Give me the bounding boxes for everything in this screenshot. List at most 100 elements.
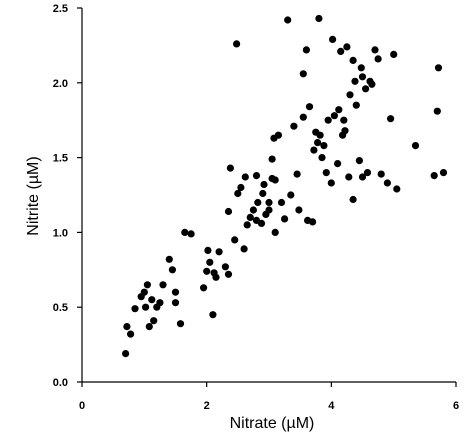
data-point <box>335 106 343 114</box>
data-point <box>206 258 214 266</box>
data-point <box>345 173 353 181</box>
data-point <box>320 142 328 150</box>
data-point <box>310 146 318 154</box>
ticks: 0.0 0.5 1.0 1.5 2.0 2.5 0 2 4 6 <box>53 3 459 412</box>
data-point <box>371 46 379 54</box>
data-point <box>212 273 220 281</box>
data-point <box>209 311 217 319</box>
y-tick-label: 2.0 <box>53 78 68 90</box>
data-point <box>393 185 401 193</box>
data-point <box>237 183 245 192</box>
data-point <box>131 305 139 313</box>
data-point <box>314 139 322 147</box>
data-point <box>165 255 173 263</box>
data-point <box>257 219 266 227</box>
data-point <box>341 127 349 135</box>
data-point <box>171 299 180 307</box>
data-point <box>329 35 337 44</box>
data-point <box>318 154 326 162</box>
data-point <box>368 80 376 88</box>
data-point <box>145 323 153 331</box>
data-point <box>362 85 370 93</box>
data-point <box>309 218 317 226</box>
data-point <box>234 189 242 198</box>
data-point <box>357 64 365 72</box>
x-tick-label: 6 <box>453 400 459 412</box>
data-point <box>295 206 303 214</box>
y-tick-label: 0.5 <box>53 302 68 314</box>
data-point <box>265 198 273 207</box>
data-point <box>159 281 167 289</box>
y-tick-label: 1.5 <box>53 153 68 165</box>
data-point <box>142 303 150 311</box>
data-point <box>215 248 223 256</box>
data-point <box>434 64 443 72</box>
data-point <box>343 43 351 51</box>
data-point <box>430 172 438 180</box>
data-point <box>302 46 310 54</box>
data-point <box>355 157 363 165</box>
data-point <box>290 122 298 130</box>
axes <box>81 8 456 383</box>
data-point <box>249 206 257 214</box>
data-point <box>271 228 279 236</box>
data-point <box>305 103 314 111</box>
data-point <box>351 77 359 85</box>
data-point <box>271 176 279 184</box>
data-point <box>268 155 276 163</box>
data-point <box>221 263 229 271</box>
data-point <box>349 195 357 204</box>
data-point <box>187 230 195 238</box>
data-point <box>340 116 348 124</box>
data-point <box>349 56 357 64</box>
data-point <box>140 288 148 296</box>
data-point <box>327 179 335 187</box>
data-point <box>254 198 262 207</box>
data-point <box>330 112 338 120</box>
data-point <box>374 55 382 63</box>
data-point <box>246 213 254 221</box>
data-point <box>433 107 441 115</box>
data-point <box>324 116 332 124</box>
data-point <box>156 299 164 307</box>
data-point <box>352 101 360 109</box>
data-point <box>411 142 420 150</box>
data-point <box>127 330 135 338</box>
y-tick-label: 0.0 <box>53 377 68 389</box>
data-point <box>203 267 211 275</box>
data-point <box>287 191 295 199</box>
x-tick-label: 0 <box>79 400 85 412</box>
data-point <box>299 70 307 78</box>
data-point <box>390 50 398 59</box>
data-point <box>150 317 158 325</box>
data-point <box>123 323 131 331</box>
data-point <box>358 173 367 181</box>
x-tick-label: 2 <box>204 400 210 412</box>
data-point <box>316 131 324 139</box>
data-point <box>387 115 395 123</box>
data-point <box>358 73 367 81</box>
data-point <box>260 180 268 189</box>
data-point <box>259 189 267 198</box>
data-point <box>377 170 385 178</box>
data-point <box>231 236 239 244</box>
data-point <box>122 350 130 358</box>
y-axis-title: Nitrite (µM) <box>25 156 42 235</box>
data-point <box>224 207 233 216</box>
data-point <box>334 160 342 168</box>
data-points <box>122 14 448 358</box>
data-point <box>224 270 233 278</box>
data-point <box>143 281 151 289</box>
data-point <box>148 296 156 304</box>
data-point <box>233 40 241 48</box>
data-point <box>200 284 208 292</box>
y-tick-label: 1.0 <box>53 227 68 239</box>
data-point <box>181 228 189 236</box>
data-point <box>243 221 251 229</box>
data-point <box>265 206 273 214</box>
data-point <box>439 169 448 177</box>
data-point <box>171 288 180 296</box>
data-point <box>346 91 354 99</box>
